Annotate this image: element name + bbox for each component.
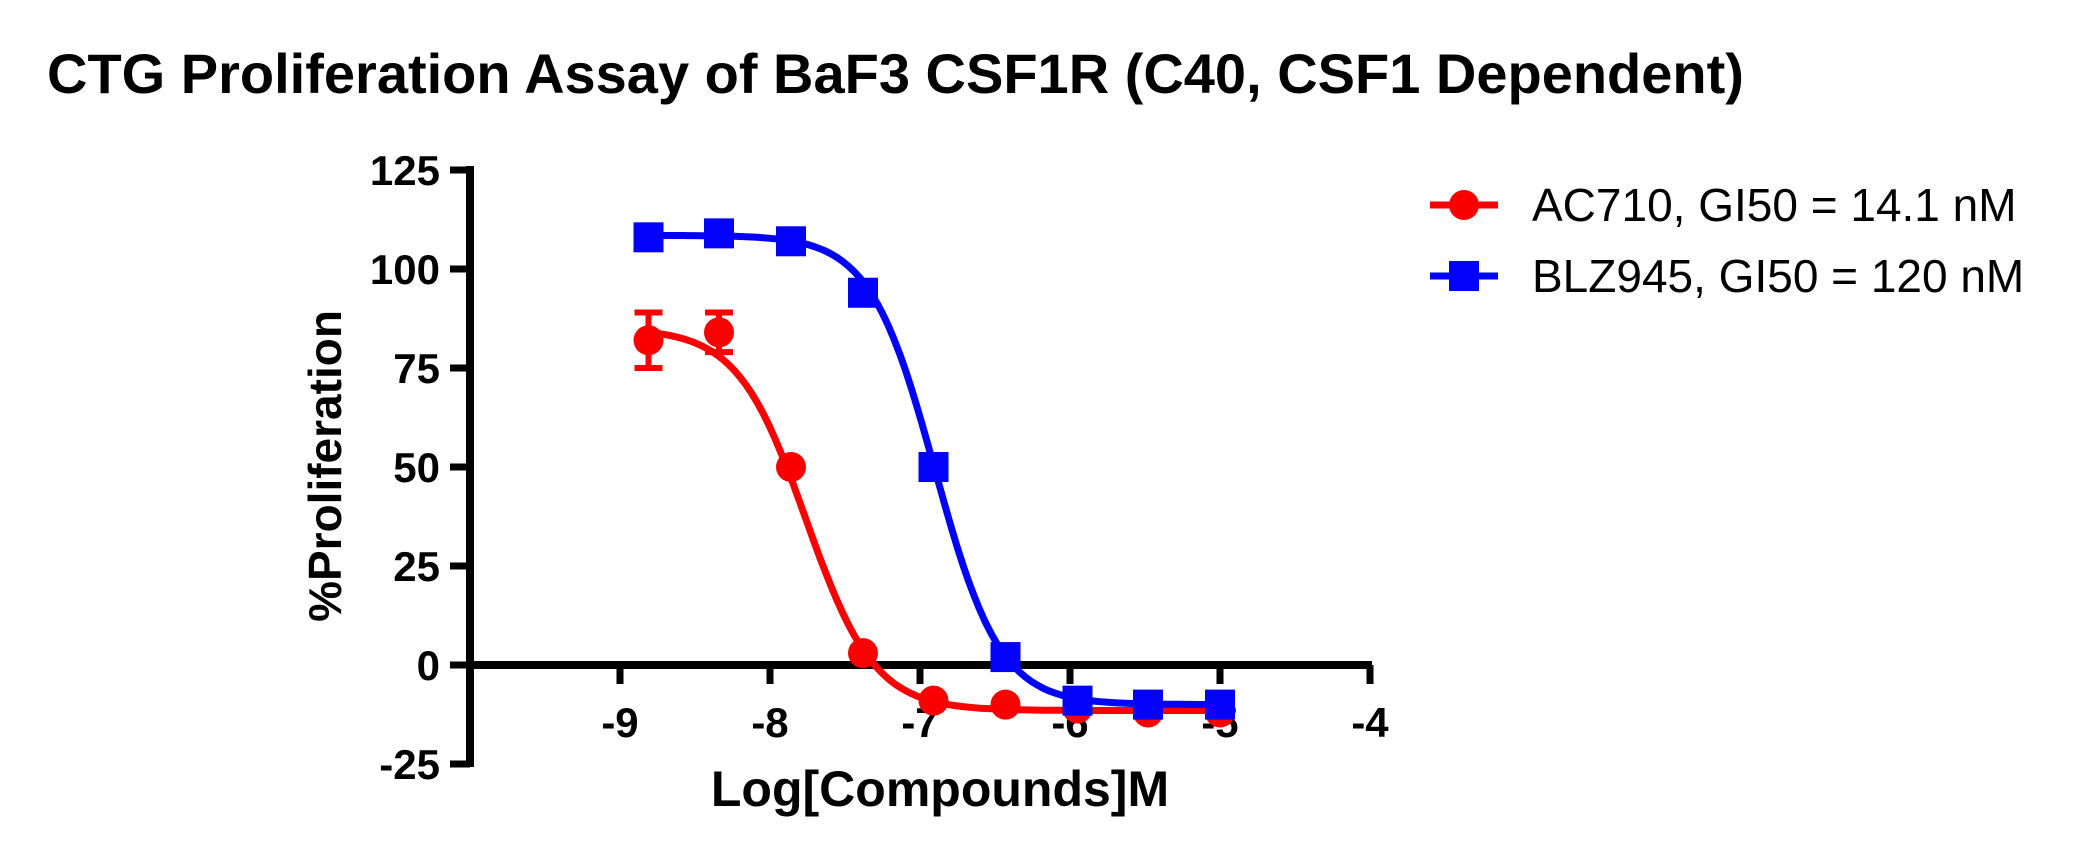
legend: AC710, GI50 = 14.1 nM BLZ945, GI50 = 120 … [1430, 179, 2024, 302]
y-tick-label: 125 [370, 147, 440, 194]
legend-entry-AC710: AC710, GI50 = 14.1 nM [1430, 179, 2017, 231]
legend-marker-circle [1449, 190, 1479, 220]
y-tick-label: 75 [393, 345, 440, 392]
x-axis-title: Log[Compounds]M [711, 761, 1169, 817]
data-point-marker [990, 689, 1021, 720]
data-point-marker [918, 452, 949, 482]
chart-title: CTG Proliferation Assay of BaF3 CSF1R (C… [47, 42, 1744, 105]
data-point-marker [1133, 689, 1163, 720]
data-point-marker [704, 317, 734, 348]
y-axis-title: %Proliferation [299, 310, 351, 622]
data-point-marker [633, 325, 664, 356]
y-tick-label: 50 [393, 444, 440, 491]
y-tick-label: 100 [370, 246, 440, 293]
series-BLZ945 [633, 218, 1235, 720]
data-point-marker [776, 226, 806, 257]
x-tick-label: -9 [601, 699, 638, 746]
y-tick-label: -25 [379, 741, 440, 788]
data-point-marker [633, 222, 664, 253]
legend-label: BLZ945, GI50 = 120 nM [1532, 250, 2024, 302]
data-point-marker [990, 642, 1021, 673]
data-point-marker [918, 685, 949, 716]
y-tick-label: 0 [417, 642, 440, 689]
data-point-marker [776, 452, 806, 482]
y-tick-label: 25 [393, 543, 440, 590]
legend-entry-BLZ945: BLZ945, GI50 = 120 nM [1430, 250, 2024, 302]
plot-series [633, 218, 1235, 728]
data-point-marker [1062, 685, 1093, 716]
data-point-marker [1205, 689, 1235, 720]
x-tick-label: -4 [1351, 699, 1389, 746]
x-tick-label: -8 [751, 699, 788, 746]
fit-curve-AC710 [648, 328, 1220, 714]
data-point-marker [848, 277, 878, 308]
legend-label: AC710, GI50 = 14.1 nM [1532, 179, 2017, 231]
legend-marker-square [1449, 261, 1479, 291]
data-point-marker [848, 638, 878, 669]
data-point-marker [704, 218, 734, 249]
